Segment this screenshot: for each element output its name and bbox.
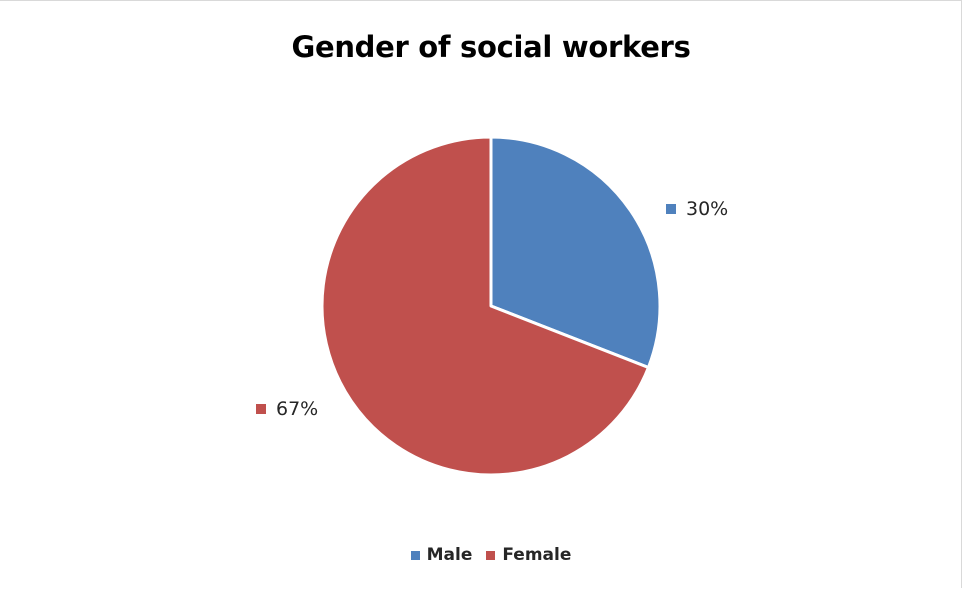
- legend-item-male: Male: [410, 545, 473, 565]
- legend-marker-female: [486, 550, 496, 560]
- chart-title: Gender of social workers: [291, 30, 691, 64]
- pie-slice-female: [320, 135, 650, 477]
- legend-item-female: Female: [486, 545, 571, 565]
- legend-label-female: Female: [502, 545, 572, 565]
- data-label-male: 30%: [666, 198, 728, 220]
- data-label-female-marker: [256, 404, 266, 414]
- legend-marker-male: [410, 550, 420, 560]
- data-label-female: 67%: [256, 398, 318, 420]
- data-label-male-text: 30%: [686, 198, 729, 220]
- legend: Male Female: [0, 545, 964, 565]
- data-label-female-text: 67%: [276, 398, 319, 420]
- data-label-male-marker: [666, 204, 676, 214]
- pie-slice-male: [489, 135, 662, 369]
- legend-label-male: Male: [426, 545, 473, 565]
